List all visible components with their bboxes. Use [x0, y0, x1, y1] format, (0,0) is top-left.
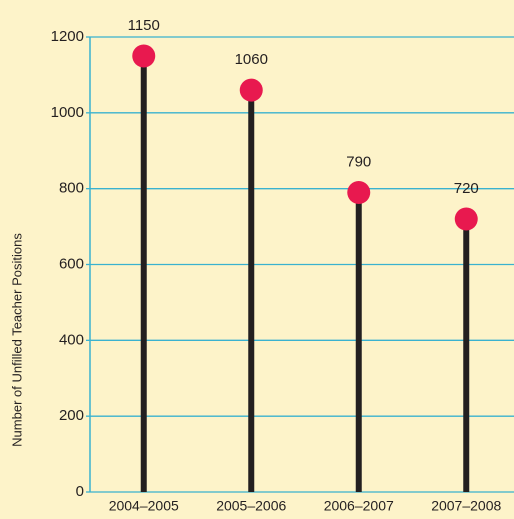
x-tick-label: 2005–2006 — [216, 498, 286, 514]
y-tick-label: 600 — [59, 255, 84, 272]
marker — [454, 207, 478, 231]
value-label: 1150 — [128, 17, 160, 34]
x-tick-label: 2006–2007 — [324, 498, 394, 514]
y-tick-label: 1200 — [51, 28, 84, 45]
y-tick-label: 800 — [59, 180, 84, 197]
y-tick-label: 200 — [59, 407, 84, 424]
x-tick-label: 2007–2008 — [431, 498, 501, 514]
y-tick-label: 0 — [76, 483, 84, 500]
x-tick-label: 2004–2005 — [109, 498, 179, 514]
marker — [132, 44, 156, 68]
value-label: 1060 — [235, 51, 268, 68]
y-tick-label: 400 — [59, 331, 84, 348]
marker — [239, 78, 263, 102]
y-tick-label: 1000 — [51, 104, 84, 121]
value-label: 790 — [346, 153, 371, 170]
y-axis-label: Number of Unfilled Teacher Positions — [9, 233, 24, 447]
value-label: 720 — [454, 180, 479, 197]
marker — [347, 180, 371, 204]
